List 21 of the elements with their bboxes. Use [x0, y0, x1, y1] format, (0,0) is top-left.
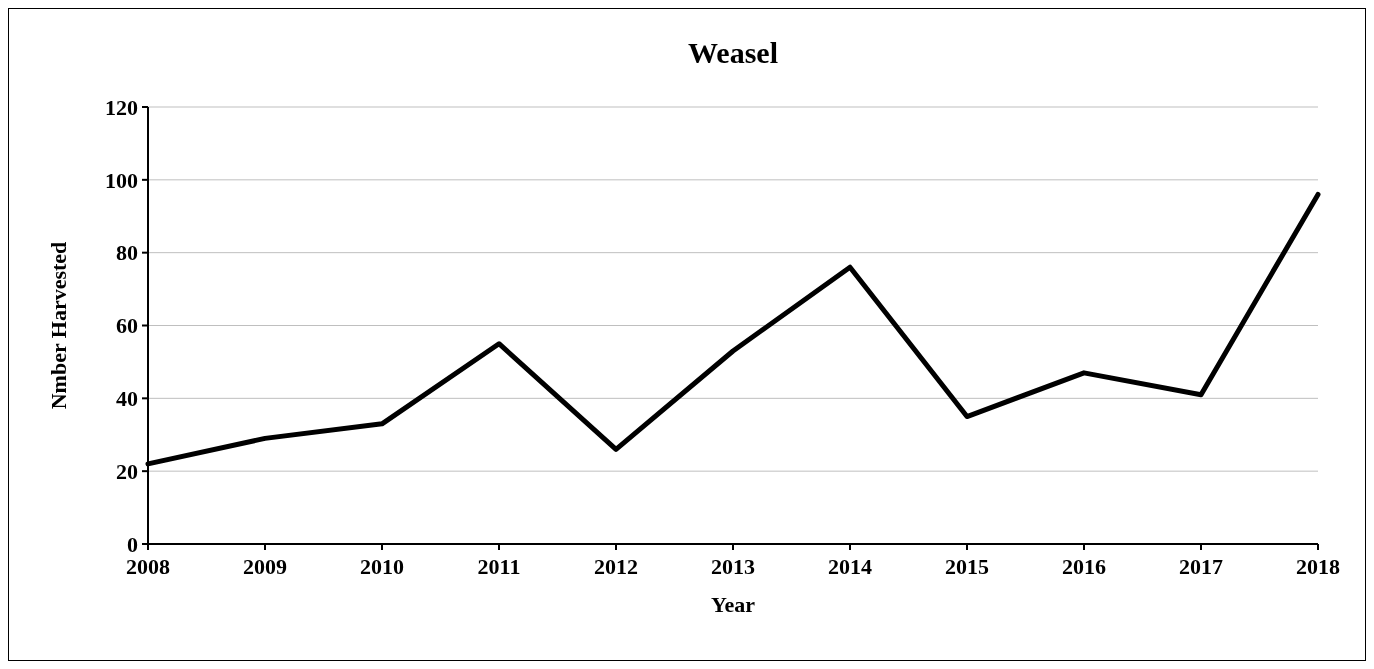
x-tick-label: 2018	[1296, 554, 1340, 579]
x-tick-label: 2014	[828, 554, 872, 579]
x-axis-title: Year	[711, 592, 756, 617]
y-tick-label: 80	[116, 240, 138, 266]
x-tick-label: 2016	[1062, 554, 1106, 579]
chart-title: Weasel	[688, 36, 778, 69]
x-tick-label: 2011	[477, 554, 521, 579]
y-axis-title: Nmber Harvested	[46, 241, 71, 410]
y-tick-label: 40	[116, 386, 138, 412]
y-tick-label: 20	[116, 458, 138, 484]
y-tick-label: 60	[116, 313, 138, 339]
y-tick-label: 100	[105, 167, 138, 193]
y-tick-label: 0	[127, 531, 138, 557]
x-tick-label: 2010	[360, 554, 404, 579]
x-tick-label: 2013	[711, 554, 755, 579]
x-tick-label: 2008	[126, 554, 170, 579]
y-tick-label: 120	[105, 94, 138, 120]
x-tick-label: 2009	[243, 554, 287, 579]
x-tick-label: 2015	[945, 554, 989, 579]
x-tick-label: 2012	[594, 554, 638, 579]
x-tick-label: 2017	[1179, 554, 1223, 579]
